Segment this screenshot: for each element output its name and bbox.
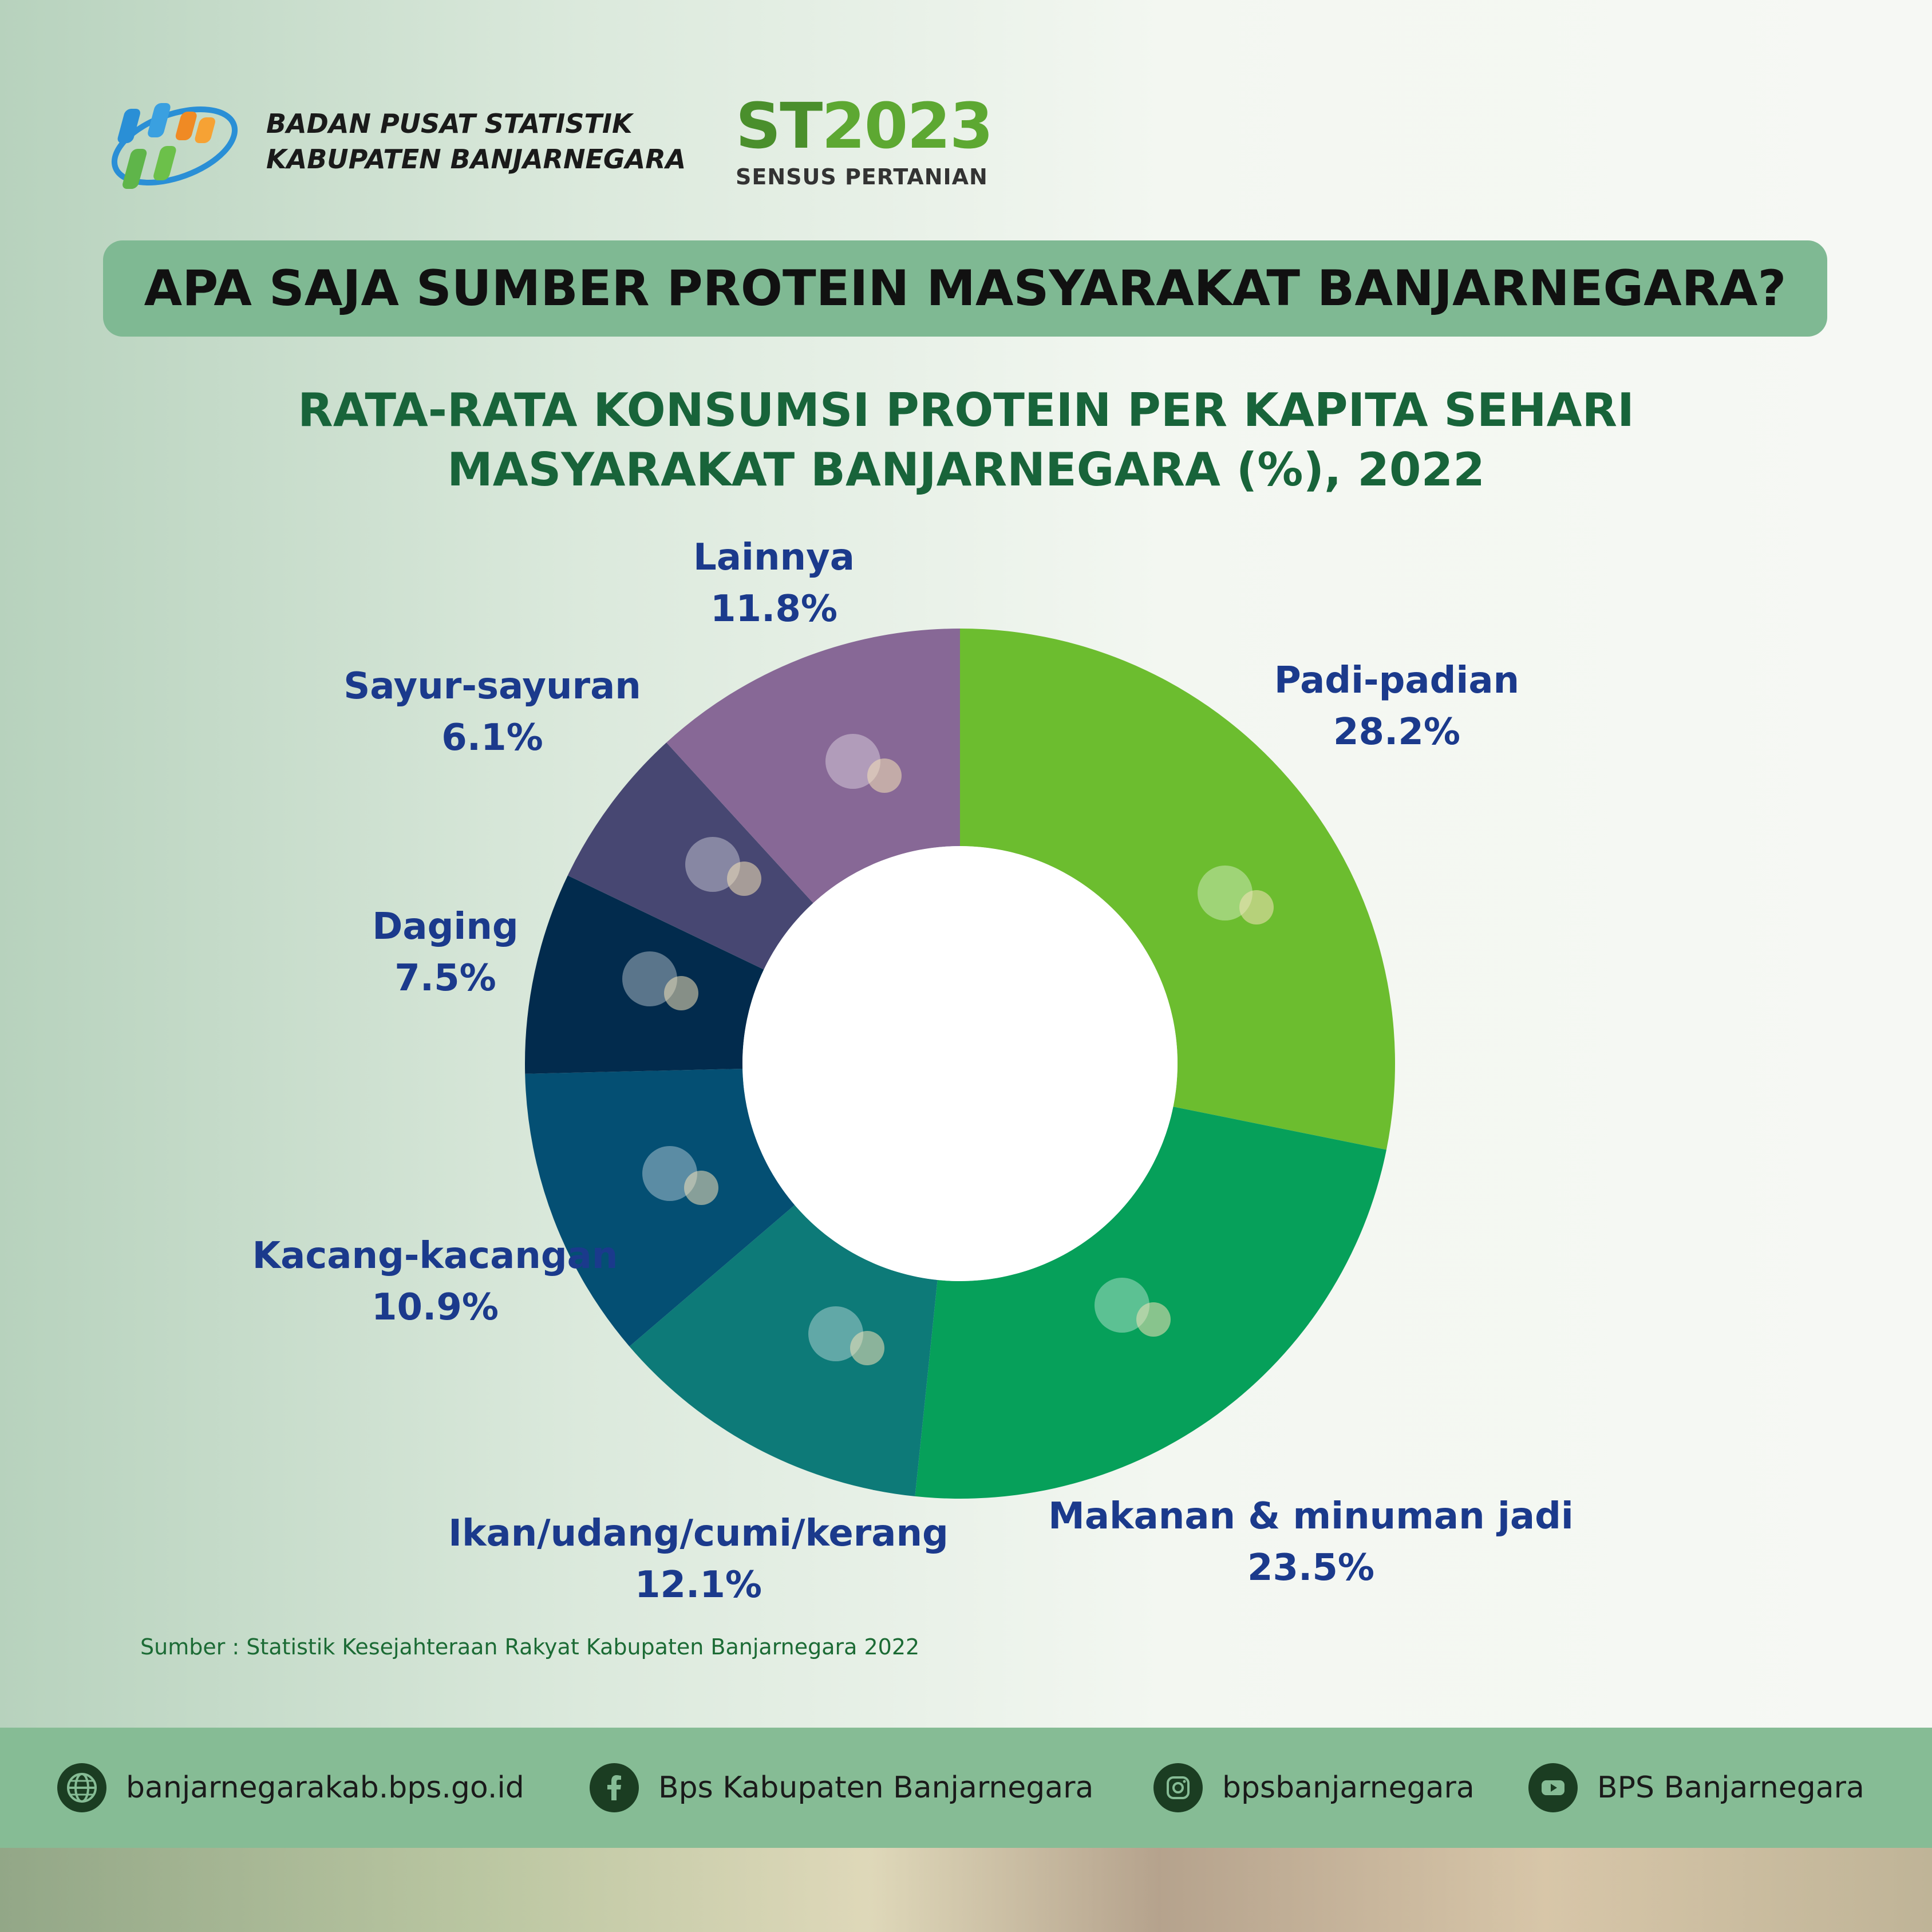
fish-shrimp-squid-shell-icon	[808, 1306, 884, 1365]
donut-segment-daging	[525, 875, 764, 1074]
segment-label-value: 11.8%	[710, 588, 837, 630]
chart-title-line-2: MASYARAKAT BANJARNEGARA (%), 2022	[447, 443, 1485, 496]
organization-name: BADAN PUSAT STATISTIK KABUPATEN BANJARNE…	[266, 106, 686, 177]
census-mark-year: 2023	[821, 89, 993, 163]
census-logo: ST2023 SENSUS PERTANIAN	[736, 94, 999, 197]
segment-label-name: Daging	[372, 906, 518, 948]
globe-icon	[57, 1763, 106, 1812]
chart-title-line-1: RATA-RATA KONSUMSI PROTEIN PER KAPITA SE…	[298, 384, 1634, 437]
segment-label-value: 6.1%	[441, 717, 543, 759]
youtube-text: BPS Banjarnegara	[1597, 1771, 1864, 1805]
footer-facebook[interactable]: Bps Kabupaten Banjarnegara	[590, 1728, 1093, 1848]
segment-label-value: 23.5%	[1247, 1547, 1374, 1589]
website-text: banjarnegarakab.bps.go.id	[126, 1771, 524, 1805]
donut-segment-lainnya	[666, 629, 960, 903]
donut-segment-kacang-kacangan	[525, 1068, 795, 1347]
food-background-strip	[0, 1848, 1932, 1932]
footer-bar: banjarnegarakab.bps.go.id Bps Kabupaten …	[0, 1728, 1932, 1848]
segment-label-value: 28.2%	[1333, 711, 1460, 753]
segment-label-value: 12.1%	[635, 1564, 762, 1606]
instagram-icon	[1153, 1763, 1203, 1812]
instagram-text: bpsbanjarnegara	[1222, 1771, 1475, 1805]
source-note: Sumber : Statistik Kesejahteraan Rakyat …	[140, 1634, 920, 1660]
chart-title: RATA-RATA KONSUMSI PROTEIN PER KAPITA SE…	[0, 381, 1932, 500]
meat-steak-icon	[622, 951, 698, 1010]
footer-website[interactable]: banjarnegarakab.bps.go.id	[57, 1728, 524, 1848]
segment-label-name: Padi-padian	[1274, 659, 1519, 702]
meal-plate-juice-icon	[1095, 1278, 1171, 1337]
youtube-icon	[1528, 1763, 1578, 1812]
donut-segment-sayur-sayuran	[567, 742, 813, 970]
org-line-2: KABUPATEN BANJARNEGARA	[266, 144, 686, 175]
tofu-tempeh-soybean-icon	[1198, 866, 1274, 924]
segment-label-name: Lainnya	[693, 536, 855, 579]
segment-label-value: 7.5%	[394, 957, 496, 999]
segment-label-name: Sayur-sayuran	[343, 665, 641, 708]
segment-label-name: Ikan/udang/cumi/kerang	[448, 1512, 949, 1555]
footer-youtube[interactable]: BPS Banjarnegara	[1528, 1728, 1864, 1848]
donut-hole	[742, 846, 1178, 1281]
donut-segment-ikan-udang-cumi-kerang	[629, 1205, 938, 1496]
segment-label-name: Kacang-kacangan	[252, 1235, 618, 1277]
bps-logo	[109, 86, 240, 200]
facebook-text: Bps Kabupaten Banjarnegara	[658, 1771, 1094, 1805]
segment-label-name: Makanan & minuman jadi	[1048, 1495, 1574, 1538]
donut-segment-padi-padian	[960, 629, 1395, 1150]
beans-icon	[642, 1146, 718, 1205]
census-mark-st: ST	[736, 89, 823, 163]
question-banner: APA SAJA SUMBER PROTEIN MASYARAKAT BANJA…	[103, 240, 1827, 337]
egg-coconut-apple-milk-icon	[825, 734, 902, 793]
segment-label-value: 10.9%	[372, 1286, 499, 1329]
org-line-1: BADAN PUSAT STATISTIK	[266, 108, 633, 139]
header: BADAN PUSAT STATISTIK KABUPATEN BANJARNE…	[109, 86, 1139, 200]
census-name: SENSUS PERTANIAN	[736, 164, 988, 189]
lettuce-icon	[685, 837, 761, 896]
census-mark: ST2023	[736, 94, 999, 157]
footer-instagram[interactable]: bpsbanjarnegara	[1153, 1728, 1475, 1848]
facebook-icon	[590, 1763, 639, 1812]
